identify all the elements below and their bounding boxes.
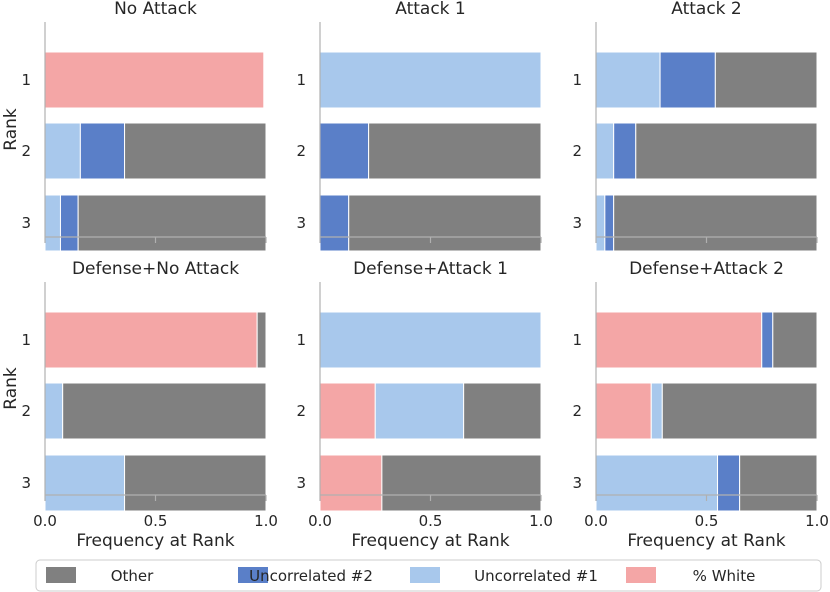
- panel-title: Defense+No Attack: [72, 259, 239, 279]
- x-tick-label: 0.0: [33, 512, 57, 530]
- panel-title: Defense+Attack 1: [353, 259, 508, 279]
- bar-segment: [650, 382, 663, 440]
- bar-segment: [595, 454, 719, 512]
- bar-segment: [761, 311, 774, 369]
- bar-segment: [635, 122, 818, 180]
- panel-title: Attack 1: [395, 0, 466, 19]
- bar-segment: [44, 51, 265, 109]
- y-tick-label: 2: [21, 142, 31, 160]
- y-tick-label: 1: [296, 71, 306, 89]
- bar-segment: [661, 382, 818, 440]
- y-tick-label: 3: [21, 474, 31, 492]
- bar-segment: [319, 122, 370, 180]
- panel-title: Defense+Attack 2: [629, 259, 784, 279]
- x-tick-label: 1.0: [254, 512, 278, 530]
- bar-segment: [714, 51, 818, 109]
- legend-swatch: [238, 567, 268, 583]
- bar-segment: [319, 311, 542, 369]
- y-tick-label: 2: [572, 142, 582, 160]
- legend-label: Uncorrelated #1: [474, 567, 598, 585]
- y-tick-label: 1: [21, 71, 31, 89]
- x-tick-label: 0.0: [308, 512, 332, 530]
- bar-segment: [613, 122, 637, 180]
- x-tick-label: 1.0: [529, 512, 553, 530]
- bar-segment: [463, 382, 542, 440]
- bar-segment: [319, 51, 542, 109]
- bar-segment: [613, 194, 818, 252]
- bar-segment: [44, 122, 81, 180]
- bar-segment: [44, 194, 61, 252]
- legend-label: Uncorrelated #2: [249, 567, 373, 585]
- bar-segment: [124, 122, 267, 180]
- bar-segment: [772, 311, 818, 369]
- y-tick-label: 1: [572, 331, 582, 349]
- bar-segment: [717, 454, 741, 512]
- x-axis-label: Frequency at Rank: [627, 531, 785, 551]
- bar-segment: [44, 454, 126, 512]
- bar-segment: [44, 311, 258, 369]
- bar-segment: [659, 51, 716, 109]
- bar-segment: [124, 454, 267, 512]
- y-tick-label: 3: [572, 474, 582, 492]
- y-tick-label: 3: [572, 214, 582, 232]
- y-tick-label: 3: [296, 474, 306, 492]
- x-tick-label: 1.0: [805, 512, 829, 530]
- x-tick-label: 0.5: [419, 512, 443, 530]
- legend-label: % White: [693, 567, 756, 585]
- bar-segment: [595, 122, 615, 180]
- y-tick-label: 3: [296, 214, 306, 232]
- legend-swatch: [46, 567, 76, 583]
- legend-swatch: [410, 567, 440, 583]
- bar-segment: [739, 454, 818, 512]
- bar-segment: [595, 311, 763, 369]
- bar-segment: [256, 311, 267, 369]
- bar-segment: [44, 382, 64, 440]
- y-tick-label: 2: [296, 142, 306, 160]
- bar-segment: [319, 454, 383, 512]
- x-tick-label: 0.0: [584, 512, 608, 530]
- bar-segment: [368, 122, 542, 180]
- legend-swatch: [626, 567, 656, 583]
- y-tick-label: 3: [21, 214, 31, 232]
- panel-title: Attack 2: [671, 0, 742, 19]
- x-axis-label: Frequency at Rank: [351, 531, 509, 551]
- bar-segment: [604, 194, 615, 252]
- bar-segment: [319, 382, 376, 440]
- y-tick-label: 1: [21, 331, 31, 349]
- bar-segment: [374, 382, 465, 440]
- y-axis-label: Rank: [1, 108, 21, 151]
- bar-segment: [595, 382, 652, 440]
- x-tick-label: 0.5: [695, 512, 719, 530]
- bar-segment: [381, 454, 542, 512]
- y-tick-label: 2: [21, 402, 31, 420]
- bar-segment: [595, 194, 606, 252]
- x-tick-label: 0.5: [144, 512, 168, 530]
- x-axis-label: Frequency at Rank: [76, 531, 234, 551]
- bar-segment: [595, 51, 661, 109]
- bar-segment: [319, 194, 350, 252]
- bar-segment: [62, 382, 267, 440]
- panel-title: No Attack: [114, 0, 197, 19]
- bar-segment: [77, 194, 267, 252]
- bar-segment: [59, 194, 79, 252]
- y-tick-label: 1: [572, 71, 582, 89]
- y-tick-label: 1: [296, 331, 306, 349]
- legend-label: Other: [111, 567, 154, 585]
- y-axis-label: Rank: [1, 367, 21, 410]
- bar-segment: [348, 194, 542, 252]
- y-tick-label: 2: [572, 402, 582, 420]
- y-tick-label: 2: [296, 402, 306, 420]
- bar-segment: [79, 122, 126, 180]
